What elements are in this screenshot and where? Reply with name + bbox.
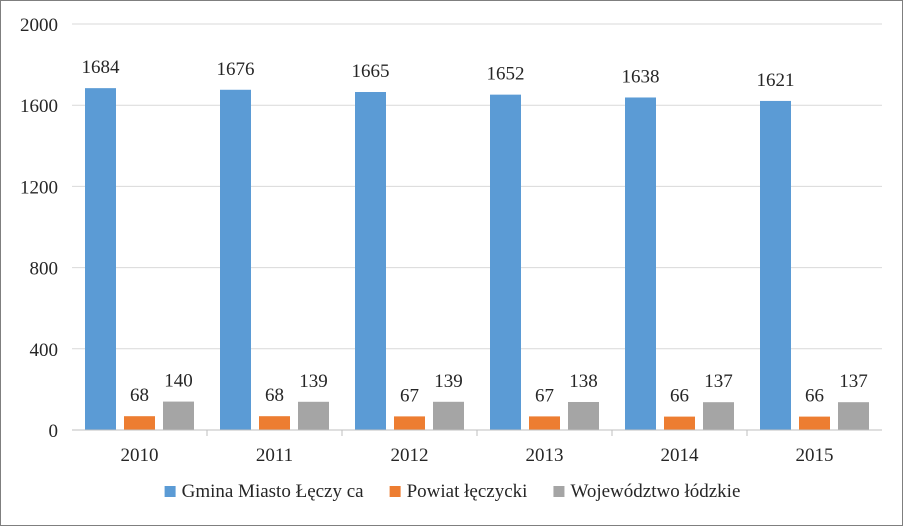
bar: [85, 88, 116, 430]
legend-swatch: [553, 486, 565, 497]
data-label: 139: [299, 371, 328, 392]
x-tick-label: 2012: [391, 445, 429, 466]
bar: [394, 416, 425, 430]
data-label: 66: [805, 386, 824, 407]
gridlines: [72, 23, 882, 350]
y-tick-label: 0: [49, 421, 59, 442]
data-label: 67: [535, 385, 554, 406]
data-label: 68: [130, 385, 149, 406]
bar: [838, 402, 869, 430]
bar: [760, 100, 791, 430]
data-label: 139: [434, 371, 463, 392]
y-tick-label: 400: [30, 340, 59, 361]
data-label: 137: [704, 371, 733, 392]
data-label: 137: [839, 371, 868, 392]
bar: [703, 402, 734, 430]
legend-swatch: [164, 486, 176, 497]
x-tick-label: 2010: [121, 445, 159, 466]
data-label: 1621: [757, 70, 795, 91]
legend-item: Gmina Miasto Łęczy ca: [164, 481, 365, 502]
x-tick-label: 2013: [526, 445, 564, 466]
legend-swatch: [389, 486, 401, 497]
bar: [220, 89, 251, 430]
legend-label: Województwo łódzkie: [570, 481, 740, 502]
data-label: 1652: [487, 64, 525, 85]
bar: [568, 401, 599, 430]
legend-item: Województwo łódzkie: [553, 481, 740, 502]
y-tick-label: 1600: [20, 96, 58, 117]
data-labels: 1684 68 140 1676 68 139 1665 67 139 1652 67 138 1638…: [82, 57, 868, 406]
bar: [529, 416, 560, 430]
data-label: 67: [400, 385, 419, 406]
bars: [85, 88, 869, 431]
bar: [163, 401, 194, 430]
data-label: 66: [670, 386, 689, 407]
x-tick-label: 2015: [796, 445, 834, 466]
bar: [124, 416, 155, 430]
legend-label: Powiat łęczycki: [407, 481, 528, 502]
y-tick-label: 1200: [20, 177, 58, 198]
bar: [433, 401, 464, 430]
bar: [799, 416, 830, 430]
legend-label: Gmina Miasto Łęczy ca: [182, 481, 365, 502]
data-label: 1676: [217, 59, 255, 80]
x-tick-label: 2014: [661, 445, 700, 466]
bar: [490, 94, 521, 431]
data-label: 68: [265, 385, 284, 406]
data-label: 140: [164, 371, 193, 392]
data-label: 1638: [622, 66, 660, 87]
bar: [355, 92, 386, 430]
y-tick-label: 800: [30, 259, 59, 280]
data-label: 138: [569, 371, 598, 392]
x-axis: 2010 2011 2012 2013 2014 2015: [72, 429, 882, 466]
bar: [298, 401, 329, 430]
data-label: 1684: [82, 57, 121, 78]
bar: [664, 416, 695, 430]
bar: [625, 97, 656, 431]
y-axis: 0 400 800 1200 1600 2000: [20, 15, 58, 442]
y-tick-label: 2000: [20, 15, 58, 36]
data-label: 1665: [352, 61, 390, 82]
bar: [259, 416, 290, 430]
legend: Gmina Miasto Łęczy ca Powiat łęczycki Woje…: [164, 481, 740, 502]
legend-item: Powiat łęczycki: [389, 481, 528, 502]
x-tick-label: 2011: [256, 445, 293, 466]
